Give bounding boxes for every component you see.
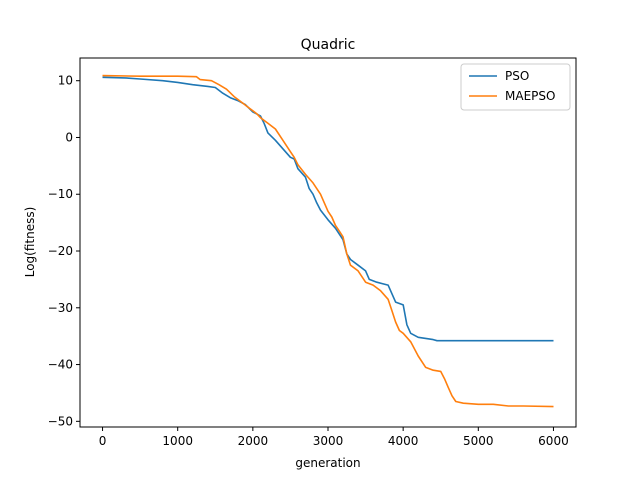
series-line-maepso bbox=[102, 74, 554, 408]
y-tick-label: −40 bbox=[48, 358, 73, 372]
x-tick-label: 1000 bbox=[162, 434, 193, 448]
x-axis-label: generation bbox=[295, 456, 360, 470]
x-tick-label: 6000 bbox=[538, 434, 569, 448]
legend-label-pso: PSO bbox=[505, 69, 529, 83]
series-layer bbox=[102, 74, 554, 408]
x-tick-label: 2000 bbox=[238, 434, 269, 448]
plot-frame bbox=[79, 57, 577, 428]
plot-area bbox=[80, 58, 576, 427]
series-line-pso bbox=[102, 76, 554, 342]
legend-label-maepso: MAEPSO bbox=[505, 89, 555, 103]
chart-title: Quadric bbox=[301, 37, 356, 53]
x-tick-label: 5000 bbox=[463, 434, 494, 448]
x-tick-label: 4000 bbox=[388, 434, 419, 448]
x-axis-ticks: 0 1000 2000 3000 4000 5000 6000 bbox=[99, 427, 569, 448]
x-tick-label: 3000 bbox=[313, 434, 344, 448]
y-axis-ticks: 10 0 −10 −20 −30 −40 −50 bbox=[48, 74, 80, 428]
y-tick-label: 10 bbox=[58, 74, 73, 88]
y-tick-label: −10 bbox=[48, 187, 73, 201]
y-tick-label: 0 bbox=[65, 130, 73, 144]
legend: PSO MAEPSO bbox=[460, 63, 571, 111]
x-tick-label: 0 bbox=[99, 434, 107, 448]
y-tick-label: −20 bbox=[48, 244, 73, 258]
y-tick-label: −30 bbox=[48, 301, 73, 315]
y-tick-label: −50 bbox=[48, 414, 73, 428]
y-axis-label: Log(fitness) bbox=[23, 207, 37, 278]
